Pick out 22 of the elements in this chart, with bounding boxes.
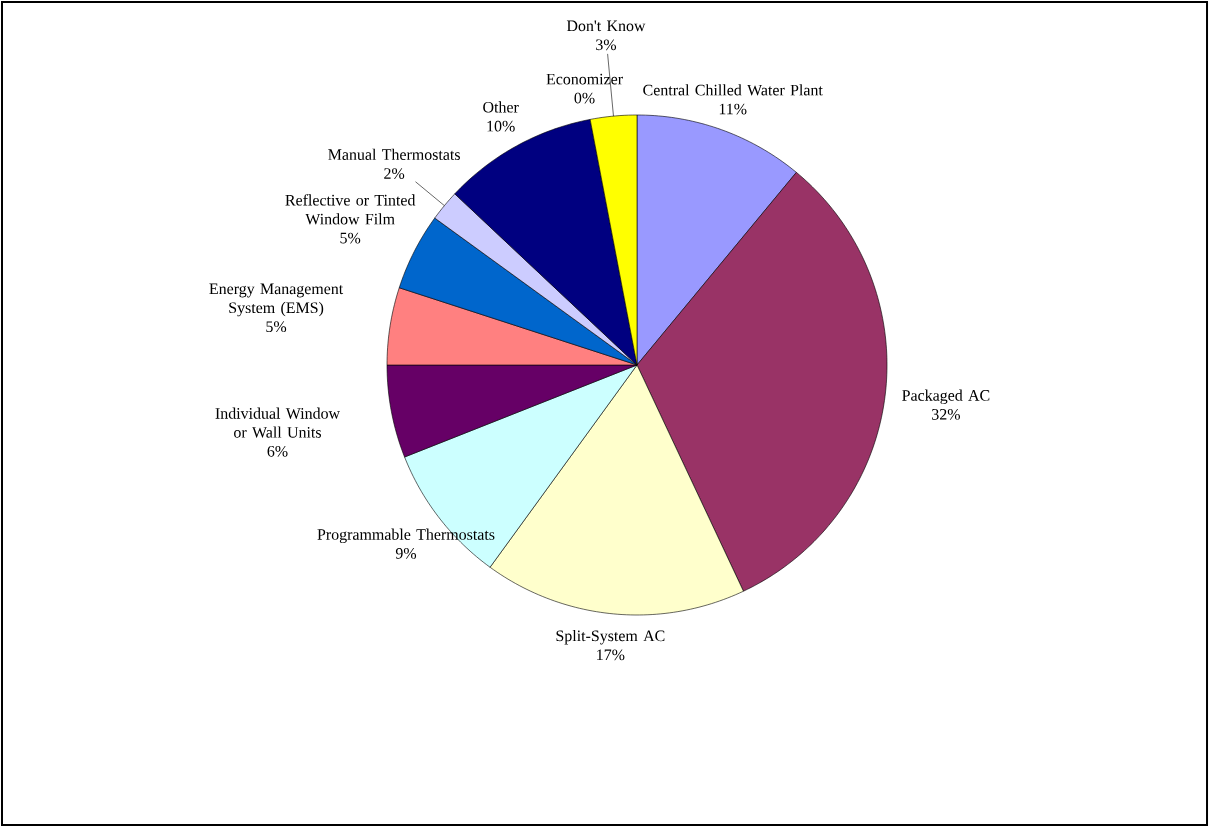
slice-label: Reflective or Tinted Window Film [285,194,416,225]
slice-label: Don't Know [566,20,646,32]
data-label: 11% [719,103,747,115]
data-label: 10% [487,120,515,132]
data-label: 9% [395,548,417,559]
slice-label: Individual Window or Wall Units [215,407,340,438]
slice-label: Energy Management System (EMS) [209,283,344,317]
text: 0% [574,92,595,104]
slice-label: Central Chilled Water Plant [643,84,823,96]
data-label: 3% [596,39,617,51]
slice-label: Split-System AC [556,630,665,645]
slice-label: Manual Thermostats [328,148,460,160]
category-label: Economizer [546,73,623,85]
slice-label: Packaged AC [902,389,990,405]
data-label: 32% [932,408,960,420]
data-label: 17% [597,649,625,661]
data-label: 2% [384,168,405,179]
data-label: 6% [267,445,288,457]
slice-label: Other [483,101,519,113]
slice-label: Programmable Thermostats [317,528,495,544]
data-label: 5% [340,232,361,244]
data-label: 5% [266,321,287,333]
